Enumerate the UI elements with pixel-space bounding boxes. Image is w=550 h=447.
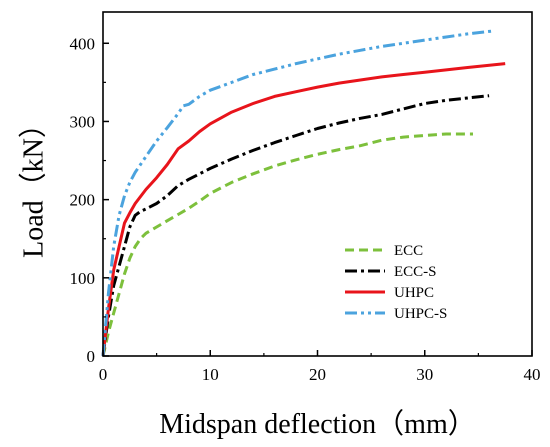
x-tick-label: 0: [99, 365, 108, 384]
legend-label-uhpc-s: UHPC-S: [394, 306, 447, 322]
y-tick-label: 200: [70, 191, 96, 210]
x-tick-label: 10: [202, 365, 219, 384]
x-axis-title: Midspan deflection（mm）: [159, 408, 476, 440]
legend-label-uhpc: UHPC: [394, 285, 434, 301]
plot-frame: [102, 11, 533, 357]
series-line-uhpc: [101, 62, 506, 357]
legend-label-ecc: ECC: [394, 243, 423, 259]
y-tick-label: 100: [70, 269, 96, 288]
series-line-ecc-s: [101, 94, 490, 357]
x-tick-label: 30: [416, 365, 433, 384]
series-line-ecc: [101, 132, 473, 357]
y-tick-label: 400: [70, 34, 96, 53]
series-line-uhpc-s: [101, 29, 495, 357]
x-tick-label: 40: [524, 365, 541, 384]
legend-label-ecc-s: ECC-S: [394, 264, 437, 280]
legend: ECC ECC-S UHPC UHPC-S: [345, 243, 447, 322]
y-tick-label: 300: [70, 112, 96, 131]
y-axis-title: Load（kN）: [17, 110, 49, 258]
y-tick-label: 0: [87, 347, 96, 366]
plot-area: [101, 29, 506, 357]
x-tick-label: 20: [309, 365, 326, 384]
